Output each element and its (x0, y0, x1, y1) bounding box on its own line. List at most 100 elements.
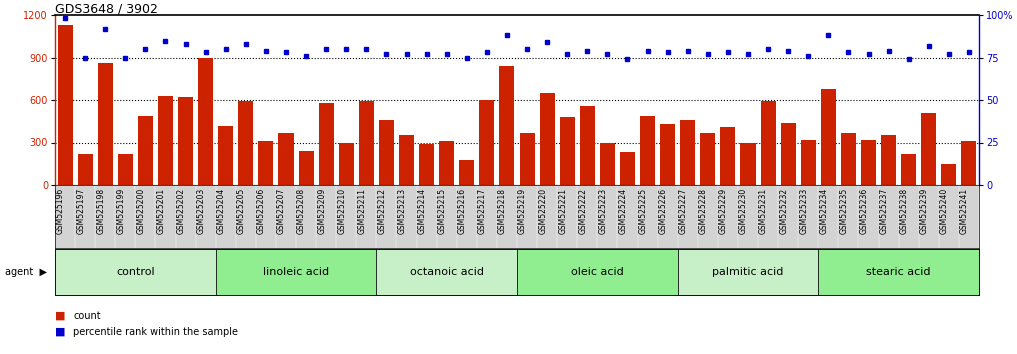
Bar (439, 141, 455, 185)
Text: GSM525232: GSM525232 (779, 188, 788, 234)
FancyBboxPatch shape (55, 249, 216, 295)
Text: GSM525240: GSM525240 (940, 188, 949, 234)
Bar (800, 140, 816, 185)
Text: GSM525216: GSM525216 (458, 188, 467, 234)
Text: oleic acid: oleic acid (571, 267, 623, 277)
Text: GSM525200: GSM525200 (136, 188, 145, 234)
Bar (861, 140, 876, 185)
Text: GSM525210: GSM525210 (338, 188, 346, 234)
Text: GSM525213: GSM525213 (398, 188, 407, 234)
Bar (720, 127, 735, 185)
Bar (901, 154, 916, 185)
Bar (178, 97, 193, 185)
Text: GSM525233: GSM525233 (799, 188, 809, 234)
Text: octanoic acid: octanoic acid (410, 267, 484, 277)
Text: GSM525226: GSM525226 (659, 188, 667, 234)
Bar (359, 101, 374, 185)
Bar (499, 66, 515, 185)
Text: GSM525215: GSM525215 (437, 188, 446, 234)
Text: GSM525198: GSM525198 (97, 188, 105, 234)
Text: GSM525223: GSM525223 (598, 188, 607, 234)
Bar (881, 136, 896, 185)
Text: ■: ■ (55, 311, 65, 321)
Text: GDS3648 / 3902: GDS3648 / 3902 (55, 2, 158, 15)
Text: GSM525219: GSM525219 (518, 188, 527, 234)
Bar (379, 120, 394, 185)
Text: GSM525222: GSM525222 (579, 188, 587, 234)
Bar (942, 164, 956, 185)
Bar (158, 96, 173, 185)
Text: GSM525201: GSM525201 (157, 188, 166, 234)
Text: GSM525207: GSM525207 (277, 188, 286, 234)
Text: GSM525237: GSM525237 (880, 188, 889, 234)
Text: percentile rank within the sample: percentile rank within the sample (73, 327, 238, 337)
Text: GSM525212: GSM525212 (377, 188, 386, 234)
Text: control: control (116, 267, 155, 277)
Bar (279, 133, 294, 185)
Bar (600, 143, 615, 185)
Text: GSM525227: GSM525227 (678, 188, 687, 234)
Bar (660, 124, 675, 185)
Bar (77, 154, 93, 185)
Bar (399, 136, 414, 185)
Text: GSM525199: GSM525199 (116, 188, 125, 234)
Bar (138, 116, 153, 185)
Bar (198, 57, 214, 185)
Bar (98, 63, 113, 185)
Text: GSM525228: GSM525228 (699, 188, 708, 234)
Text: agent  ▶: agent ▶ (5, 267, 47, 277)
Text: GSM525214: GSM525214 (418, 188, 426, 234)
Bar (58, 25, 72, 185)
Text: GSM525230: GSM525230 (739, 188, 747, 234)
Text: GSM525206: GSM525206 (257, 188, 265, 234)
Bar (460, 160, 474, 185)
Text: GSM525231: GSM525231 (759, 188, 768, 234)
Bar (781, 123, 795, 185)
Text: GSM525229: GSM525229 (719, 188, 728, 234)
FancyBboxPatch shape (819, 249, 979, 295)
Bar (318, 103, 334, 185)
Bar (118, 154, 133, 185)
Text: GSM525221: GSM525221 (558, 188, 567, 234)
Text: GSM525217: GSM525217 (478, 188, 487, 234)
Text: GSM525241: GSM525241 (960, 188, 969, 234)
Text: GSM525196: GSM525196 (56, 188, 65, 234)
Text: palmitic acid: palmitic acid (712, 267, 784, 277)
Bar (479, 100, 494, 185)
Text: GSM525218: GSM525218 (498, 188, 506, 234)
Bar (238, 101, 253, 185)
Bar (339, 143, 354, 185)
Text: GSM525238: GSM525238 (900, 188, 909, 234)
Bar (821, 88, 836, 185)
Text: GSM525203: GSM525203 (196, 188, 205, 234)
Bar (761, 101, 776, 185)
Text: GSM525209: GSM525209 (317, 188, 326, 234)
FancyBboxPatch shape (376, 249, 517, 295)
FancyBboxPatch shape (216, 249, 376, 295)
Text: GSM525239: GSM525239 (919, 188, 929, 234)
Bar (540, 93, 554, 185)
Text: GSM525234: GSM525234 (820, 188, 829, 234)
Bar (299, 151, 313, 185)
Bar (740, 143, 756, 185)
Bar (921, 113, 937, 185)
Text: GSM525208: GSM525208 (297, 188, 306, 234)
Bar (580, 105, 595, 185)
Bar (520, 133, 535, 185)
Bar (219, 126, 233, 185)
Bar (258, 141, 274, 185)
Bar (559, 117, 575, 185)
Bar (419, 144, 434, 185)
Text: GSM525224: GSM525224 (618, 188, 627, 234)
Text: GSM525204: GSM525204 (217, 188, 226, 234)
Text: GSM525235: GSM525235 (839, 188, 848, 234)
Bar (680, 120, 696, 185)
Bar (701, 133, 715, 185)
Text: stearic acid: stearic acid (866, 267, 931, 277)
Text: count: count (73, 311, 101, 321)
FancyBboxPatch shape (677, 249, 819, 295)
Text: GSM525205: GSM525205 (237, 188, 246, 234)
Text: GSM525225: GSM525225 (639, 188, 648, 234)
Bar (841, 133, 856, 185)
Text: GSM525236: GSM525236 (859, 188, 869, 234)
